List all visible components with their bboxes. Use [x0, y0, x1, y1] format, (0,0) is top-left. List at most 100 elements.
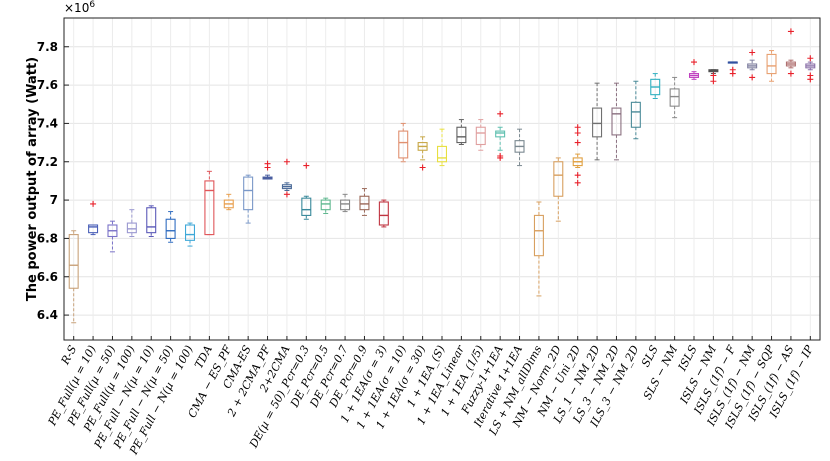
box-group — [727, 61, 738, 77]
outlier-marker — [497, 154, 504, 161]
box-group — [456, 119, 467, 145]
exponent-base: ×10 — [64, 1, 89, 15]
y-tick-label: 7.4 — [37, 116, 58, 130]
box-group — [223, 193, 234, 211]
outlier-marker — [787, 70, 794, 77]
box-group — [146, 205, 157, 237]
box-group — [630, 80, 641, 140]
y-tick-label: 7.2 — [37, 155, 58, 169]
outlier-marker — [264, 160, 271, 167]
box-group — [475, 119, 486, 151]
box-iqr — [301, 197, 312, 216]
box-group — [553, 157, 564, 222]
box-group — [747, 49, 758, 81]
box-iqr — [340, 199, 351, 211]
box-group — [805, 55, 816, 83]
outlier-marker — [807, 72, 814, 79]
y-tick-label: 6.8 — [37, 231, 58, 245]
box-iqr — [611, 107, 622, 136]
box-group — [107, 220, 118, 253]
box-group — [417, 136, 428, 171]
box-group — [359, 188, 370, 216]
outlier-marker — [574, 179, 581, 186]
box-iqr — [88, 224, 99, 234]
outlier-marker — [419, 164, 426, 171]
box-group — [165, 211, 176, 243]
exponent-power: 6 — [89, 0, 95, 10]
box-iqr — [184, 224, 196, 241]
outlier-marker — [90, 200, 97, 207]
box-iqr — [398, 130, 409, 159]
outlier-marker — [787, 28, 794, 35]
exponent-label: ×106 — [64, 0, 95, 15]
outlier-marker — [283, 191, 290, 198]
outlier-marker — [807, 55, 814, 62]
box-iqr — [146, 207, 157, 234]
box-group — [262, 160, 273, 180]
box-group — [398, 122, 409, 163]
outlier-marker — [574, 172, 581, 179]
outlier-marker — [574, 139, 581, 146]
box-group — [243, 174, 254, 224]
box-iqr — [320, 199, 331, 211]
box-group — [340, 193, 351, 213]
x-axis-ticks: R-SPE_Full(µ = 10)PE_Full(µ = 50)PE_Full… — [45, 336, 816, 458]
y-tick-label: 7.6 — [37, 78, 58, 92]
outlier-marker — [574, 124, 581, 131]
y-tick-label: 7.8 — [37, 40, 58, 54]
boxes-layer — [68, 28, 816, 324]
box-iqr — [165, 218, 176, 239]
box-group — [572, 124, 583, 186]
box-iqr — [475, 126, 486, 146]
outlier-marker — [497, 110, 504, 117]
box-group — [126, 209, 137, 237]
box-group — [495, 110, 506, 161]
box-iqr — [243, 176, 254, 211]
box-iqr — [126, 222, 137, 234]
box-iqr — [436, 145, 448, 163]
box-iqr — [204, 180, 215, 236]
outlier-marker — [574, 130, 581, 136]
grid-lines — [64, 18, 820, 340]
outlier-marker — [283, 158, 290, 165]
box-group — [592, 82, 603, 161]
box-iqr — [456, 126, 467, 144]
box-group — [301, 162, 312, 220]
box-group — [688, 59, 700, 80]
y-axis-label: The power output of array (Watt) — [25, 57, 40, 301]
y-axis-ticks: 6.4 6.6 6.8 7 7.2 7.4 7.6 7.8 — [37, 40, 69, 322]
box-group — [785, 28, 796, 77]
box-group — [669, 76, 680, 119]
box-group — [204, 170, 215, 236]
outlier-marker — [691, 59, 697, 66]
box-iqr — [68, 234, 79, 289]
box-group — [533, 201, 544, 297]
box-group — [378, 199, 389, 228]
box-iqr — [669, 88, 680, 107]
box-group — [68, 230, 79, 324]
box-iqr — [533, 214, 544, 257]
box-group — [611, 82, 622, 161]
outlier-marker — [749, 49, 756, 56]
box-group — [436, 128, 448, 167]
box-group — [184, 222, 196, 247]
outlier-marker — [303, 162, 310, 169]
box-iqr — [359, 195, 370, 211]
box-iqr — [495, 130, 506, 138]
box-group — [88, 200, 99, 236]
outlier-marker — [729, 66, 736, 73]
box-group — [708, 69, 719, 85]
y-tick-label: 6.6 — [37, 270, 58, 284]
outlier-marker — [710, 78, 717, 85]
box-group — [514, 128, 525, 167]
box-iqr — [766, 53, 777, 75]
box-group — [281, 158, 292, 198]
outlier-marker — [749, 74, 756, 81]
y-tick-label: 6.4 — [37, 308, 58, 322]
box-iqr — [378, 201, 389, 226]
box-group — [320, 197, 331, 214]
box-iqr — [630, 101, 641, 128]
box-iqr — [553, 161, 564, 197]
y-tick-label: 7 — [50, 193, 58, 207]
